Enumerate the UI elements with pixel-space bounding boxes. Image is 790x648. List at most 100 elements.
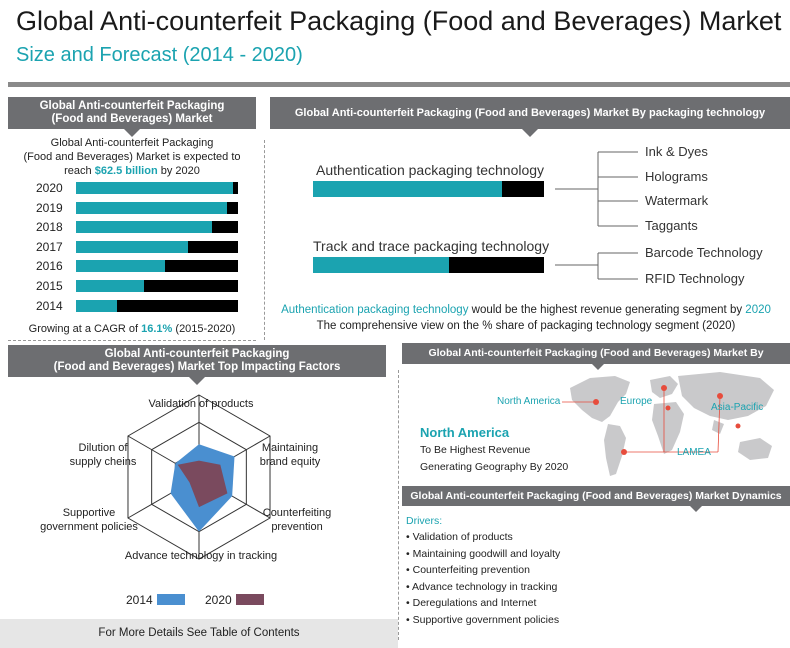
driver-text: Validation of products <box>412 531 513 543</box>
bar-year-label: 2019 <box>36 200 63 215</box>
radar-label-brand-equity-line2: brand equity <box>259 456 321 468</box>
legend-2014-label: 2014 <box>126 593 153 607</box>
dynamics-header-arrow <box>690 506 702 512</box>
bar-track <box>76 182 238 194</box>
segment-barcode: Barcode Technology <box>645 245 763 260</box>
drivers-list: • Validation of products • Maintaining g… <box>406 531 786 630</box>
bar-fill <box>76 240 188 253</box>
driver-item: • Deregulations and Internet <box>406 597 786 614</box>
geo-header-arrow <box>592 364 604 370</box>
geo-panel-header: Global Anti-counterfeit Packaging (Food … <box>402 343 790 380</box>
driver-bullet: • <box>406 613 410 626</box>
track-tech-bar-bg <box>313 257 544 273</box>
driver-bullet: • <box>406 580 410 593</box>
driver-text: Counterfeiting prevention <box>412 564 530 576</box>
driver-text: Deregulations and Internet <box>412 597 537 609</box>
horizontal-divider-left <box>8 340 256 341</box>
geo-highlight-line2: Generating Geography By 2020 <box>420 461 569 473</box>
cagr-suffix: (2015-2020) <box>175 323 236 335</box>
segment-rfid: RFID Technology <box>645 271 745 286</box>
driver-item: • Counterfeiting prevention <box>406 564 786 581</box>
region-lamea: LAMEA <box>677 447 711 458</box>
cagr-prefix: Growing at a CAGR of <box>28 323 139 335</box>
geo-highlight-region: North America <box>420 425 510 440</box>
driver-bullet: • <box>406 597 410 609</box>
geo-highlight-line1: To Be Highest Revenue <box>420 444 531 456</box>
drivers-label: Drivers: <box>406 515 443 527</box>
bar-fill <box>76 299 117 312</box>
market-header-arrow <box>124 129 140 137</box>
radar-label-brand-equity-line1: Maintaining <box>261 442 319 454</box>
track-tech-label: Track and trace packaging technology <box>313 238 550 254</box>
bar-year-label: 2015 <box>36 279 63 293</box>
driver-bullet: • <box>406 547 410 560</box>
cagr-value: 16.1% <box>141 323 173 335</box>
market-header-line1: Global Anti-counterfeit Packaging <box>39 100 225 112</box>
radar-label-counterfeiting-line1: Counterfeiting <box>262 507 332 519</box>
radar-label-advance-tech: Advance technology in tracking <box>111 549 291 563</box>
bar-year-label: 2017 <box>36 239 63 254</box>
radar-label-advance-tech-line1: Advance technology in tracking <box>124 550 278 562</box>
driver-bullet: • <box>406 531 410 543</box>
segment-holograms: Holograms <box>645 169 708 184</box>
radar-label-dilution: Dilution of supply cheins <box>60 441 146 469</box>
factors-header-arrow <box>189 377 205 385</box>
bar-year-label: 2018 <box>36 220 63 235</box>
bar-track <box>76 221 238 234</box>
page-title: Global Anti-counterfeit Packaging (Food … <box>16 6 782 36</box>
legend-2014-swatch <box>157 594 185 605</box>
legend-2020-swatch <box>236 594 264 605</box>
tech-panel-header: Global Anti-counterfeit Packaging (Food … <box>270 97 790 129</box>
region-europe: Europe <box>620 396 653 407</box>
market-desc-by: by 2020 <box>160 165 200 177</box>
dynamics-panel-header: Global Anti-counterfeit Packaging (Food … <box>402 486 790 506</box>
segment-ink-dyes: Ink & Dyes <box>645 144 708 159</box>
radar-label-supportive-line1: Supportive <box>62 507 116 519</box>
bar-track <box>76 240 238 253</box>
tech-summary: Authentication packaging technology woul… <box>262 302 790 334</box>
segment-watermark: Watermark <box>645 193 709 208</box>
factors-panel-header: Global Anti-counterfeit Packaging (Food … <box>8 345 386 377</box>
radar-label-validation-line1: Validation of products <box>148 398 254 410</box>
tech-connector-lines <box>555 151 638 280</box>
market-desc-reach: reach <box>64 165 92 177</box>
tech-header-arrow <box>522 129 538 137</box>
radar-series-2020 <box>177 460 228 508</box>
auth-tech-label: Authentication packaging technology <box>316 162 545 178</box>
driver-item: • Advance technology in tracking <box>406 581 786 598</box>
factors-header-line1: Global Anti-counterfeit Packaging <box>104 348 290 360</box>
driver-text: Supportive government policies <box>412 613 560 626</box>
bar-fill <box>76 201 227 214</box>
bar-track <box>76 280 238 292</box>
market-panel-header: Global Anti-counterfeit Packaging (Food … <box>8 97 256 129</box>
vertical-divider-bottom <box>398 370 399 640</box>
radar-label-supportive-line2: government policies <box>40 521 138 533</box>
radar-label-supportive: Supportive government policies <box>34 506 144 534</box>
segment-taggants: Taggants <box>645 218 698 233</box>
radar-label-dilution-line1: Dilution of <box>78 442 128 454</box>
bar-fill <box>76 182 234 194</box>
factors-header-line2: (Food and Beverages) Market Top Impactin… <box>53 361 341 373</box>
auth-tech-bar-bg <box>313 181 544 197</box>
bar-fill <box>76 221 213 234</box>
radar-label-validation: Validation of products <box>131 397 271 411</box>
vertical-divider-top <box>264 140 265 340</box>
bar-track <box>76 201 238 214</box>
radar-label-brand-equity: Maintaining brand equity <box>250 441 330 469</box>
driver-item: • Supportive government policies <box>406 614 786 631</box>
tech-summary-line1: Authentication packaging technology woul… <box>262 302 790 318</box>
auth-tech-bar-fill <box>313 181 503 197</box>
legend-2020-label: 2020 <box>205 593 232 607</box>
region-asia-pacific: Asia-Pacific <box>711 402 764 413</box>
bar-year-label: 2020 <box>36 181 63 195</box>
driver-text: Advance technology in tracking <box>412 580 558 593</box>
footer-link[interactable]: For More Details See Table of Contents <box>0 619 398 648</box>
page-subtitle: Size and Forecast (2014 - 2020) <box>16 44 303 66</box>
tech-summary-line2: The comprehensive view on the % share of… <box>316 320 736 332</box>
tech-summary-year: 2020 <box>745 304 771 316</box>
radar-label-dilution-line2: supply cheins <box>69 456 137 468</box>
market-description: Global Anti-counterfeit Packaging (Food … <box>8 136 256 178</box>
radar-label-counterfeiting: Counterfeiting prevention <box>252 506 342 534</box>
bar-fill <box>76 260 166 273</box>
market-desc-line3: reach $62.5 billion by 2020 <box>8 164 256 178</box>
